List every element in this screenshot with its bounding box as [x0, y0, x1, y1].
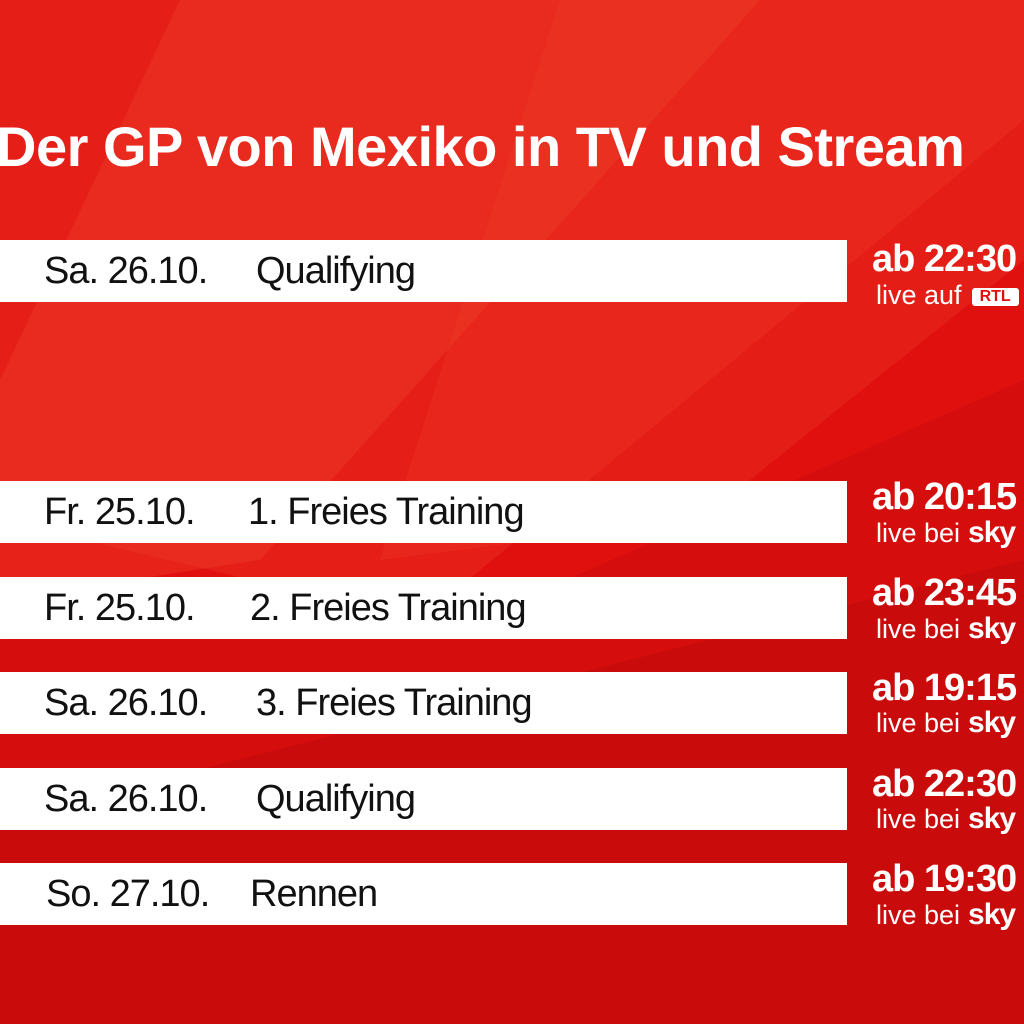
schedule-event: Qualifying [256, 778, 416, 820]
rtl-logo-icon: RTL [971, 287, 1019, 306]
channel-prefix: live bei [876, 900, 961, 930]
channel-prefix: live bei [876, 518, 961, 548]
sky-logo-icon: sky [968, 614, 1016, 644]
schedule-row: Fr. 25.10. 1. Freies Training [0, 481, 847, 543]
schedule-date: Fr. 25.10. [44, 587, 196, 629]
sky-logo-icon: sky [968, 708, 1016, 738]
schedule-event: 3. Freies Training [256, 682, 533, 724]
schedule-time: ab 23:45 [872, 572, 1017, 614]
schedule-date: Sa. 26.10. [44, 682, 208, 724]
sky-logo-icon: sky [968, 518, 1016, 548]
sky-logo-icon: sky [968, 804, 1016, 834]
schedule-row: So. 27.10. Rennen [0, 863, 847, 925]
schedule-time: ab 20:15 [872, 476, 1017, 518]
schedule-channel: live bei sky [876, 614, 1024, 644]
sky-logo-icon: sky [968, 900, 1016, 930]
schedule-time: ab 19:15 [872, 667, 1017, 709]
schedule-channel: live bei sky [876, 804, 1024, 834]
featured-row: Sa. 26.10. Qualifying [0, 240, 847, 302]
schedule-time: ab 19:30 [872, 858, 1017, 900]
featured-date: Sa. 26.10. [44, 250, 208, 292]
schedule-date: So. 27.10. [46, 873, 210, 915]
schedule-date: Sa. 26.10. [44, 778, 208, 820]
schedule-channel: live bei sky [876, 518, 1024, 548]
schedule-date: Fr. 25.10. [44, 491, 196, 533]
channel-prefix: live bei [876, 614, 961, 644]
schedule-row: Sa. 26.10. Qualifying [0, 768, 847, 830]
featured-event: Qualifying [256, 250, 416, 292]
page-title: Der GP von Mexiko in TV und Stream [0, 115, 965, 178]
schedule-row: Fr. 25.10. 2. Freies Training [0, 577, 847, 639]
schedule-event: Rennen [250, 873, 378, 915]
featured-channel: live auf RTL [876, 280, 1024, 310]
schedule-row: Sa. 26.10. 3. Freies Training [0, 672, 847, 734]
featured-time: ab 22:30 [872, 238, 1017, 280]
schedule-event: 2. Freies Training [250, 587, 527, 629]
schedule-time: ab 22:30 [872, 763, 1017, 805]
schedule-channel: live bei sky [876, 900, 1024, 930]
channel-prefix: live auf [876, 280, 962, 310]
schedule-event: 1. Freies Training [248, 491, 525, 533]
channel-prefix: live bei [876, 708, 961, 738]
channel-prefix: live bei [876, 804, 961, 834]
schedule-channel: live bei sky [876, 708, 1024, 738]
